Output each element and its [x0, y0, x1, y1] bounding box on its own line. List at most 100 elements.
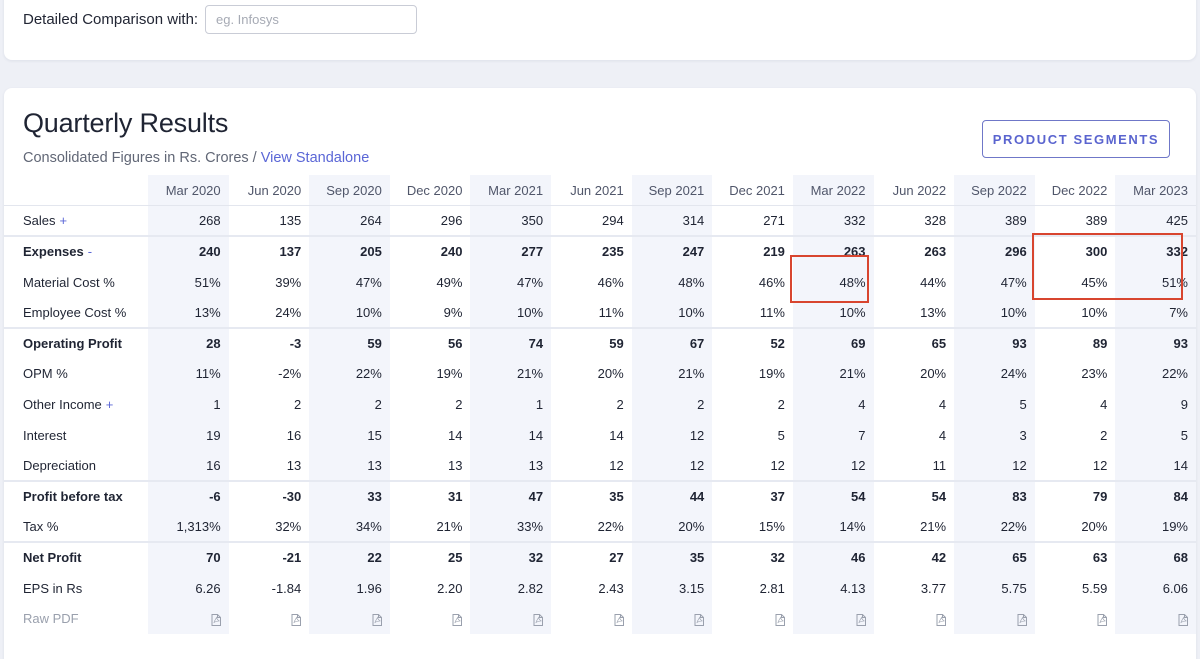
table-cell: 51%	[1115, 266, 1196, 298]
product-segments-button[interactable]: PRODUCT SEGMENTS	[982, 120, 1170, 158]
table-cell: 13	[309, 450, 390, 481]
table-cell: 67	[631, 326, 713, 359]
table-row: Sales +268 135 264 296 350 294 314 271 332 328 389 3…	[4, 205, 1196, 237]
table-cell: 46%	[758, 274, 785, 290]
collapse-icon[interactable]: -	[87, 244, 93, 260]
table-cell: 1	[148, 389, 229, 420]
row-label: Interest	[4, 420, 148, 451]
raw-pdf-link[interactable]	[551, 603, 632, 634]
pdf-icon[interactable]	[936, 613, 947, 626]
table-cell: 296	[440, 213, 463, 229]
table-cell: 13%	[148, 297, 229, 328]
table-cell: 205	[309, 235, 390, 267]
pdf-icon[interactable]	[452, 613, 463, 626]
table-cell: 328	[924, 213, 947, 229]
table-cell: 39%	[275, 274, 302, 290]
table-cell: 45%	[1081, 274, 1108, 290]
pdf-icon[interactable]	[1178, 613, 1188, 626]
raw-pdf-link[interactable]	[874, 603, 955, 634]
raw-pdf-link[interactable]	[954, 603, 1035, 634]
table-cell: 1	[470, 389, 552, 420]
table-cell: 135	[279, 213, 302, 229]
table-cell: 47%	[309, 266, 390, 298]
table-cell: 32	[470, 541, 552, 573]
pdf-icon[interactable]	[614, 613, 624, 626]
section-subtitle: Consolidated Figures in Rs. Crores / View …	[23, 150, 369, 166]
raw-pdf-link[interactable]	[1035, 603, 1116, 634]
column-header: Jun 2022	[892, 182, 947, 198]
table-cell: 93	[1115, 326, 1196, 359]
table-cell: 32%	[275, 518, 302, 534]
view-standalone-link[interactable]: View Standalone	[260, 150, 370, 166]
table-cell: 11	[932, 457, 947, 473]
table-cell: 10%	[792, 297, 874, 328]
table-cell: 240	[389, 235, 471, 267]
table-cell: 21%	[920, 518, 947, 534]
table-cell: 37	[712, 479, 793, 512]
pdf-icon[interactable]	[211, 613, 221, 626]
raw-pdf-link[interactable]	[470, 603, 552, 634]
row-label-text: Raw PDF	[23, 611, 79, 627]
raw-pdf-link[interactable]	[1115, 603, 1196, 634]
subtitle-text: Consolidated Figures in Rs. Crores	[23, 150, 249, 166]
table-cell: 7	[792, 419, 874, 451]
table-cell: 46	[792, 541, 874, 573]
table-cell: 3.77	[920, 580, 947, 596]
expand-icon[interactable]: +	[59, 213, 68, 229]
table-cell: 16	[286, 427, 302, 443]
row-label: Depreciation	[4, 450, 148, 481]
column-header: Mar 2020	[148, 175, 229, 206]
pdf-icon[interactable]	[291, 613, 302, 626]
row-label: OPM %	[4, 359, 148, 390]
table-cell: 70	[148, 541, 229, 573]
table-cell: 5.75	[954, 572, 1035, 604]
table-cell: 74	[470, 326, 552, 359]
row-label-text: EPS in Rs	[23, 580, 83, 596]
quarterly-results-table: Mar 2020 Jun 2020 Sep 2020 Dec 2020 Mar 2021…	[4, 175, 1196, 634]
pdf-icon[interactable]	[775, 613, 785, 626]
table-cell: 4	[938, 427, 947, 443]
row-label[interactable]: Other Income +	[4, 389, 148, 420]
raw-pdf-link[interactable]	[148, 603, 229, 634]
column-header: Dec 2021	[729, 182, 785, 198]
pdf-icon[interactable]	[856, 613, 866, 626]
row-label-text: Expenses	[23, 244, 84, 260]
table-cell: 2	[294, 396, 302, 412]
table-cell: 89	[1034, 326, 1116, 359]
table-cell: 2	[309, 389, 390, 420]
column-header: Sep 2022	[954, 175, 1035, 206]
column-header: Jun 2020	[247, 182, 302, 198]
raw-pdf-link[interactable]	[229, 603, 310, 634]
table-cell: -6	[148, 479, 229, 512]
table-cell: 10%	[631, 297, 713, 328]
raw-pdf-link[interactable]	[792, 603, 874, 634]
table-row: Tax % 1,313% 32% 34% 21% 33% 22% 20% 15% 14% 21% 22…	[4, 511, 1196, 543]
row-label: Profit before tax	[4, 479, 149, 512]
raw-pdf-link[interactable]	[712, 603, 793, 634]
table-cell: -21	[228, 541, 310, 573]
pdf-icon[interactable]	[1017, 613, 1027, 626]
raw-pdf-link[interactable]	[390, 603, 471, 634]
table-cell: 22	[309, 541, 390, 573]
table-cell: 34%	[309, 511, 390, 543]
row-label-text: Net Profit	[23, 550, 82, 566]
pdf-icon[interactable]	[1097, 613, 1108, 626]
row-label: EPS in Rs	[4, 573, 148, 604]
column-header: Sep 2021	[631, 175, 713, 206]
table-cell: 294	[601, 213, 624, 229]
raw-pdf-link[interactable]	[631, 603, 713, 634]
row-label[interactable]: Sales +	[4, 206, 148, 237]
pdf-icon[interactable]	[694, 613, 705, 626]
expand-icon[interactable]: +	[105, 396, 114, 412]
row-label[interactable]: Expenses -	[4, 235, 149, 267]
comparison-search-input[interactable]	[205, 5, 417, 34]
table-cell: 24%	[954, 358, 1035, 390]
table-cell: 314	[631, 205, 713, 237]
table-cell: 22%	[309, 358, 390, 390]
pdf-icon[interactable]	[372, 613, 382, 626]
table-cell: 5.59	[1082, 580, 1108, 596]
table-cell: 13	[286, 457, 302, 473]
pdf-icon[interactable]	[533, 613, 544, 626]
raw-pdf-link[interactable]	[309, 603, 390, 634]
table-cell: 5	[1115, 419, 1196, 451]
